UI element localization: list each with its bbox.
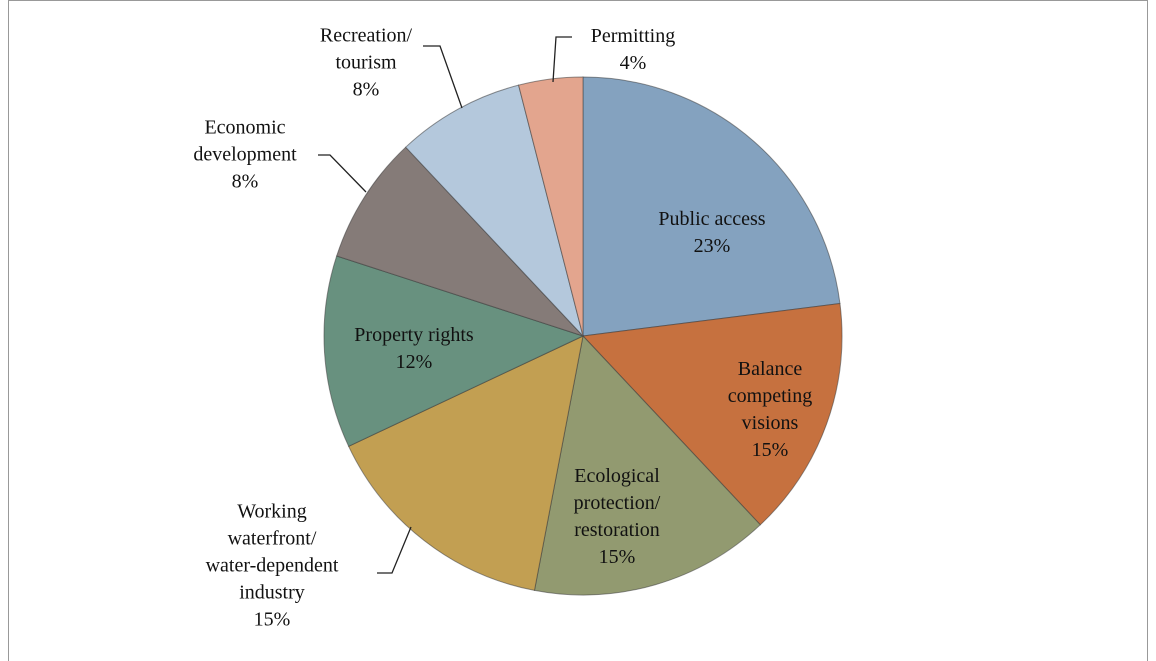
data-label: Recreation/ tourism 8% <box>320 23 412 104</box>
data-label: Ecological protection/ restoration 15% <box>574 463 661 571</box>
pie-slice <box>336 146 584 337</box>
pie-slice <box>581 302 843 526</box>
pie-slice <box>347 335 584 591</box>
pie-slice <box>533 334 762 596</box>
pie-slice <box>582 76 841 337</box>
category-label: Property rights <box>354 324 474 346</box>
pie-slice <box>517 76 584 337</box>
data-label: Economic development 8% <box>193 115 296 196</box>
pie-slice <box>404 84 584 337</box>
value-label: 4% <box>619 52 647 74</box>
data-label: Public access 23% <box>658 206 765 260</box>
value-label: 15% <box>751 439 789 461</box>
leader-line <box>318 154 367 193</box>
category-label: Ecological protection/ restoration <box>573 465 661 541</box>
category-label: Economic development <box>193 116 297 166</box>
chart-frame <box>8 0 1148 661</box>
pie-slice <box>323 255 585 447</box>
category-label: Permitting <box>590 25 676 47</box>
leader-line <box>552 36 572 83</box>
value-label: 15% <box>253 608 291 631</box>
data-label: Working waterfront/ water-dependent indu… <box>206 499 339 634</box>
value-label: 12% <box>395 351 433 373</box>
category-label: Balance competing visions <box>727 358 813 434</box>
leader-line <box>423 45 463 109</box>
data-label: Balance competing visions 15% <box>728 356 812 464</box>
category-label: Recreation/ tourism <box>319 24 413 74</box>
value-label: 23% <box>693 235 731 257</box>
category-label: Working waterfront/ water-dependent indu… <box>205 500 339 604</box>
leader-lines <box>318 36 572 574</box>
value-label: 8% <box>231 170 259 193</box>
value-label: 8% <box>352 78 380 101</box>
data-label: Property rights 12% <box>354 322 473 376</box>
category-label: Public access <box>658 208 766 230</box>
data-label: Permitting 4% <box>591 23 675 77</box>
value-label: 15% <box>598 546 636 568</box>
leader-line <box>377 526 412 574</box>
